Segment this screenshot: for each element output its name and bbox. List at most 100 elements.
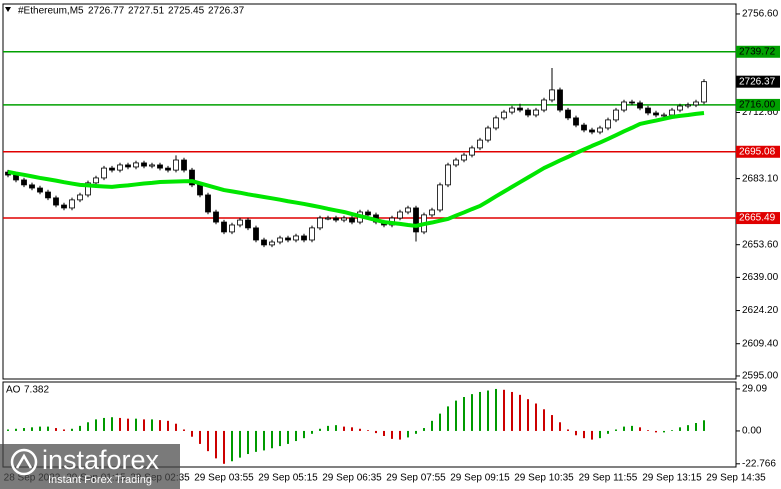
candle-body	[141, 162, 147, 167]
header-price: 2725.45	[168, 6, 205, 17]
candle-body	[429, 209, 435, 216]
candle-body	[341, 217, 347, 221]
candle-body	[645, 107, 651, 114]
candle-body	[437, 184, 443, 211]
x-tick-label: 29 Sep 13:15	[642, 473, 702, 484]
indicator-bar	[519, 394, 521, 431]
indicator-bar	[599, 430, 601, 439]
y-tick-label: 2624.20	[742, 305, 779, 316]
indicator-bar	[215, 430, 217, 459]
indicator-bar	[487, 390, 489, 431]
indicator-panel-frame	[2, 381, 737, 468]
candle-body	[653, 112, 659, 116]
indicator-bar	[455, 400, 457, 431]
menu-triangle	[5, 7, 11, 12]
candle-body	[117, 164, 123, 171]
indicator-bar	[367, 430, 369, 431]
candle-body	[309, 227, 315, 241]
indicator-bar	[583, 430, 585, 439]
candle-body	[333, 217, 339, 221]
indicator-bar	[471, 394, 473, 431]
indicator-bar	[15, 428, 17, 431]
indicator-bar	[271, 430, 273, 449]
candle-body	[405, 207, 411, 213]
indicator-bar	[151, 419, 153, 431]
candle-body	[21, 179, 27, 186]
candle-body	[109, 167, 115, 171]
candle-body	[349, 217, 355, 223]
indicator-bar	[391, 430, 393, 439]
candle-body	[197, 184, 203, 196]
indicator-bar	[287, 430, 289, 444]
candle-body	[61, 204, 67, 209]
y-tick-label: 2712.60	[742, 107, 779, 118]
candle-body	[621, 101, 627, 111]
indicator-bar	[223, 430, 225, 464]
indicator-bar	[239, 430, 241, 458]
candle-body	[613, 109, 619, 121]
candle-body	[581, 124, 587, 131]
indicator-bar	[679, 427, 681, 431]
current-price-label: 2726.37	[739, 76, 776, 87]
candle-body	[413, 207, 419, 233]
indicator-bar	[199, 430, 201, 444]
candle-body	[181, 159, 187, 171]
indicator-bar	[175, 423, 177, 431]
candle-body	[477, 139, 483, 149]
level-box	[736, 45, 780, 58]
indicator-bar	[207, 430, 209, 452]
candle-body	[53, 197, 59, 206]
candle-body	[173, 159, 179, 171]
indicator-y-tick-label: 29.09	[742, 384, 767, 395]
candle-body	[533, 109, 539, 116]
moving-average	[7, 110, 705, 228]
indicator-bar	[463, 397, 465, 431]
indicator-bar	[183, 429, 185, 431]
indicator-bar	[551, 415, 553, 431]
x-tick-label: 29 Sep 11:55	[579, 473, 638, 484]
candle-body	[685, 104, 691, 107]
candle-body	[517, 107, 523, 111]
candle-body	[133, 162, 139, 168]
indicator-bar	[447, 406, 449, 431]
indicator-name: AO	[6, 385, 21, 396]
indicator-bar	[655, 430, 657, 433]
level-label: 2739.72	[739, 46, 776, 57]
level-label: 2665.49	[739, 213, 776, 224]
candle-body	[261, 239, 267, 246]
indicator-bar	[303, 430, 305, 439]
candle-body	[365, 211, 371, 216]
indicator-bar	[671, 430, 673, 431]
indicator-bar	[335, 425, 337, 431]
candle-body	[125, 164, 131, 168]
candle-body	[573, 117, 579, 126]
indicator-bar	[383, 430, 385, 436]
indicator-bar	[135, 418, 137, 431]
x-tick-label: 29 Sep 09:15	[450, 473, 510, 484]
indicator-bar	[79, 425, 81, 431]
candle-body	[149, 164, 155, 167]
indicator-bar	[231, 430, 233, 462]
indicator-bar	[607, 430, 609, 434]
candle-body	[269, 241, 275, 246]
candle-body	[293, 235, 299, 241]
watermark-logo	[10, 448, 38, 476]
candle-body	[565, 109, 571, 119]
candle-body	[525, 109, 531, 116]
level-label: 2716.00	[739, 100, 776, 111]
candle-body	[77, 194, 83, 201]
candle-body	[29, 184, 35, 189]
level-box	[736, 212, 780, 225]
candle-body	[317, 217, 323, 229]
y-tick-label: 2609.40	[742, 338, 779, 349]
indicator-bar	[407, 430, 409, 438]
indicator-value: 7.382	[24, 385, 49, 396]
indicator-bar	[535, 403, 537, 431]
x-tick-label: 29 Sep 14:35	[706, 473, 766, 484]
indicator-bar	[55, 428, 57, 431]
x-tick-label: 29 Sep 10:35	[514, 473, 574, 484]
candle-body	[445, 164, 451, 186]
indicator-bar	[687, 425, 689, 431]
indicator-bar	[527, 399, 529, 431]
